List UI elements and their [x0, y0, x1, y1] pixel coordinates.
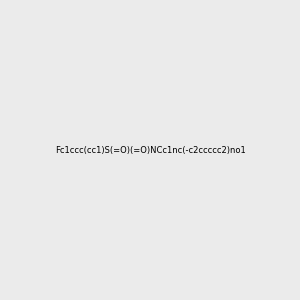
Text: Fc1ccc(cc1)S(=O)(=O)NCc1nc(-c2ccccc2)no1: Fc1ccc(cc1)S(=O)(=O)NCc1nc(-c2ccccc2)no1: [55, 146, 245, 154]
